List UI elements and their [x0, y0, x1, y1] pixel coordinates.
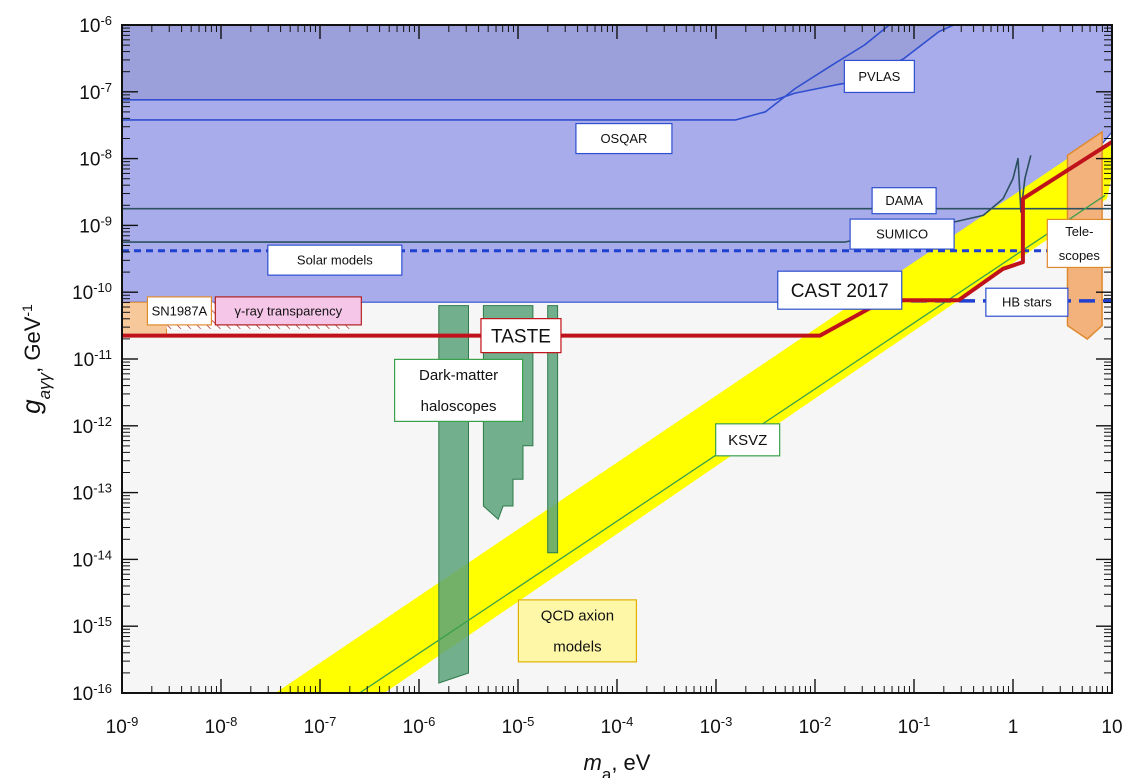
gamma-ray-box: [214, 296, 362, 326]
x-tick-label: 1: [1008, 717, 1019, 738]
x-tick-label: 10-4: [601, 714, 634, 739]
y-axis-title: gaγγ, GeV-1: [16, 304, 54, 414]
sumico-label: SUMICO: [876, 227, 928, 242]
haloscopes-box: [394, 358, 524, 422]
osqar-label: OSQAR: [600, 131, 647, 146]
sn1987a-box: [146, 296, 213, 326]
plot-frame: [121, 24, 1113, 694]
telescopes-box: [1046, 218, 1112, 269]
x-tick-label: 10-1: [898, 714, 931, 739]
qcd-axion-band: [275, 145, 1112, 693]
dama-label: DAMA: [885, 193, 923, 208]
y-tick-label: 10-9: [79, 213, 112, 238]
y-tick-label: 10-8: [79, 146, 112, 171]
taste-line: [122, 140, 1114, 338]
x-tick-label: 10-2: [799, 714, 832, 739]
y-tick-label: 10-13: [72, 480, 112, 505]
y-tick-label: 10-14: [72, 547, 112, 572]
qcd-label: models: [553, 638, 601, 655]
gamma-ray-label: γ-ray transparency: [234, 303, 342, 318]
pvlas-box: [843, 59, 915, 94]
y-tick-label: 10-6: [79, 13, 112, 38]
y-tick-label: 10-10: [72, 280, 112, 305]
osqar-curve: [122, 24, 890, 121]
y-tick-label: 10-12: [72, 413, 112, 438]
x-tick-label: 10-5: [502, 714, 535, 739]
haloscope-region-3: [547, 305, 559, 554]
x-tick-label: 10-8: [205, 714, 238, 739]
cast-box: [777, 270, 903, 310]
haloscopes-label: haloscopes: [421, 398, 497, 415]
x-tick-label: 10-9: [106, 714, 139, 739]
solar-label: Solar models: [297, 253, 373, 268]
haloscopes-label: Dark-matter: [419, 367, 498, 384]
sumico-box: [849, 218, 955, 250]
cast-label: CAST 2017: [791, 281, 889, 302]
telescopes-label: scopes: [1059, 248, 1101, 263]
y-tick-label: 10-16: [72, 681, 112, 706]
qcd-box: [517, 599, 638, 663]
y-tick-label: 10-11: [73, 347, 112, 372]
ksvz-box: [715, 423, 781, 457]
taste-label: TASTE: [491, 327, 551, 348]
osqar-box: [575, 122, 673, 155]
x-tick-label: 10: [1101, 717, 1122, 738]
hb-stars-label: HB stars: [1002, 295, 1052, 310]
sn1987a-label: SN1987A: [152, 303, 208, 318]
telescopes-label: Tele-: [1065, 224, 1093, 239]
y-tick-label: 10-7: [79, 79, 112, 104]
qcd-label: QCD axion: [541, 607, 614, 624]
x-tick-label: 10-6: [403, 714, 436, 739]
dama-box: [871, 187, 937, 215]
x-tick-label: 10-7: [304, 714, 337, 739]
pvlas-region: [122, 25, 954, 100]
taste-box: [480, 318, 562, 354]
x-tick-label: 10-3: [700, 714, 733, 739]
solar-box: [267, 244, 403, 276]
pvlas-label: PVLAS: [858, 69, 900, 84]
x-axis-title: ma, eV: [584, 750, 651, 778]
hb-stars-box: [985, 287, 1069, 317]
y-tick-label: 10-15: [72, 614, 112, 639]
ksvz-label: KSVZ: [728, 432, 767, 449]
